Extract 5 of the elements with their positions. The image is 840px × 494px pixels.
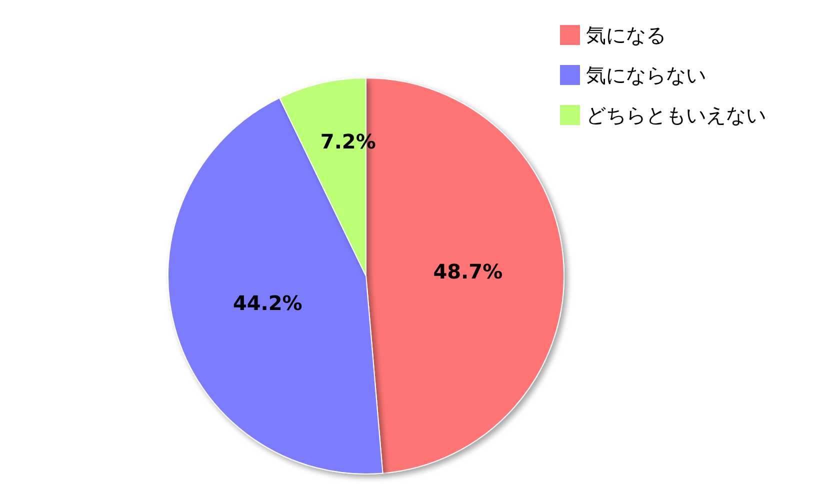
data-label: 48.7% [433,260,503,284]
legend-label: どちらともいえない [586,103,766,127]
legend-label: 気にならない [586,63,706,87]
data-label: 44.2% [232,291,302,316]
legend-label: 気になる [586,23,666,47]
